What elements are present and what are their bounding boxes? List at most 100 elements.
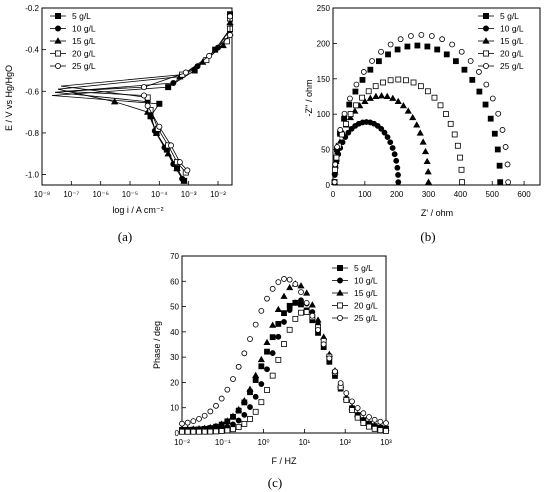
panel-b-point: [346, 101, 353, 108]
panel-b-point: [494, 146, 501, 153]
panel-c-point: [252, 371, 260, 378]
panel-b-point: [419, 138, 427, 145]
panel-c-point: [280, 292, 288, 299]
panel-b-point: [397, 36, 404, 43]
panel-c-y-tick-label: 20: [170, 378, 179, 387]
panel-c-point: [377, 418, 384, 425]
panel-c-point: [235, 417, 242, 424]
panel-b-x-tick-label: 0: [331, 190, 336, 199]
panel-b-point: [454, 142, 461, 149]
panel-a-point: [173, 164, 181, 171]
panel-c-point: [298, 297, 304, 304]
panel-b-point: [482, 101, 489, 108]
panel-c-x-tick-label: 10⁻²: [174, 438, 190, 447]
panel-c-point: [269, 350, 276, 356]
panel-a-point: [170, 79, 177, 86]
panel-b-point: [387, 41, 394, 48]
panel-c-point: [241, 411, 248, 418]
panel-b-point: [457, 154, 464, 161]
panel-c-point: [292, 299, 299, 306]
panel-c-point: [349, 398, 355, 405]
panel-c-point: [275, 356, 282, 363]
panel-c-point: [218, 395, 225, 402]
panel-c-point: [230, 426, 236, 433]
panel-b-point: [395, 76, 402, 83]
panel-c-point: [281, 310, 287, 317]
panel-c-point: [247, 404, 253, 410]
panel-b-point: [413, 121, 421, 128]
panel-b-point: [437, 102, 444, 109]
panel-b-point: [504, 161, 511, 168]
panel-c-point: [263, 338, 271, 346]
panel-b-point: [395, 172, 401, 178]
panel-a-series: [51, 11, 234, 184]
panel-b-xlabel: Z' / ohm: [421, 208, 453, 218]
panel-b-point: [431, 94, 438, 101]
panel-c-xlabel: F / HZ: [272, 456, 297, 466]
panel-a-ylabel: E / V vs Hg/HgO: [4, 65, 14, 131]
panel-c-legend: 5 g/L 10 g/L 15 g/L 20 g/L 25 g/L: [332, 263, 378, 323]
panel-c-point: [354, 414, 361, 421]
panel-b-y-tick-label: 200: [317, 39, 331, 48]
panel-b-point: [395, 179, 402, 186]
panel-a-x-tick-label: 10⁻⁵: [122, 190, 138, 199]
panel-c-point: [303, 299, 310, 306]
panel-c-point: [286, 276, 293, 283]
panel-b-point: [443, 51, 450, 58]
panel-c-point: [258, 381, 265, 387]
panel-b-legend-marker: [482, 50, 489, 57]
panel-a-polarization: -1.0-0.8-0.6-0.4-0.2 10⁻⁸ 10⁻⁷ 10⁻⁶ 10⁻⁵ 10⁻…: [4, 4, 234, 244]
panel-a-x-ticks: 10⁻⁸ 10⁻⁷ 10⁻⁶ 10⁻⁵ 10⁻⁴ 10⁻³ 10⁻²: [34, 181, 226, 199]
panel-b-point: [452, 58, 459, 65]
panel-b-point: [366, 94, 374, 101]
panel-a-point: [144, 102, 151, 109]
panel-c-legend-marker: [336, 264, 343, 271]
panel-b-point: [424, 168, 432, 175]
panel-a-point: [226, 13, 233, 20]
panel-c-point: [371, 416, 378, 423]
panel-c-point: [275, 333, 282, 340]
panel-a-point: [110, 97, 119, 105]
panel-b-point: [403, 77, 409, 84]
panel-a-point: [156, 123, 163, 130]
panel-a-point: [140, 84, 147, 91]
panel-c-point: [360, 410, 367, 417]
panel-b-legend: 5 g/L 10 g/L 15 g/L 20 g/L 25 g/L: [478, 11, 524, 71]
panel-c-y-tick-label: 10: [170, 404, 179, 413]
panel-b-y-ticks: 0 50 100 150 200 250: [317, 4, 337, 190]
panel-b-point: [505, 179, 512, 186]
panel-b-point: [372, 83, 379, 90]
panel-c-point: [349, 407, 355, 413]
panel-b-label: (b): [420, 229, 435, 244]
panel-c-point: [274, 305, 282, 312]
panel-c-point: [213, 428, 219, 435]
panel-a-frame: [41, 7, 233, 186]
panel-c-point: [201, 428, 208, 435]
panel-b-point: [380, 79, 386, 86]
panel-b-point: [469, 76, 476, 83]
panel-b-point: [353, 102, 359, 109]
panel-a-legend: 5 g/L 10 g/L 15 g/L 20 g/L 25 g/L: [50, 11, 96, 71]
panel-a-point: [184, 167, 191, 174]
panel-c-point: [269, 372, 276, 379]
panel-b-point: [334, 144, 341, 150]
panel-a-point: [206, 52, 213, 59]
panel-c-point: [354, 405, 361, 411]
panel-c-x-tick-label: 10¹: [299, 438, 311, 447]
panel-b-point: [458, 166, 465, 173]
panel-b-point: [408, 33, 414, 39]
panel-c-point: [190, 428, 197, 435]
panel-c-point: [377, 427, 384, 434]
panel-b-y-tick-label: 0: [326, 181, 331, 190]
panel-c-point: [190, 418, 197, 425]
panel-b-point: [451, 131, 458, 138]
panel-b-point: [439, 36, 446, 43]
panel-a-legend-marker: [55, 25, 62, 32]
panel-b-point: [496, 162, 503, 169]
panel-a-point: [168, 142, 175, 149]
panel-b-point: [332, 166, 338, 173]
panel-c-point: [258, 307, 265, 314]
panel-c-point: [343, 390, 350, 397]
panel-c-x-tick-label: 10⁻¹: [215, 438, 231, 447]
